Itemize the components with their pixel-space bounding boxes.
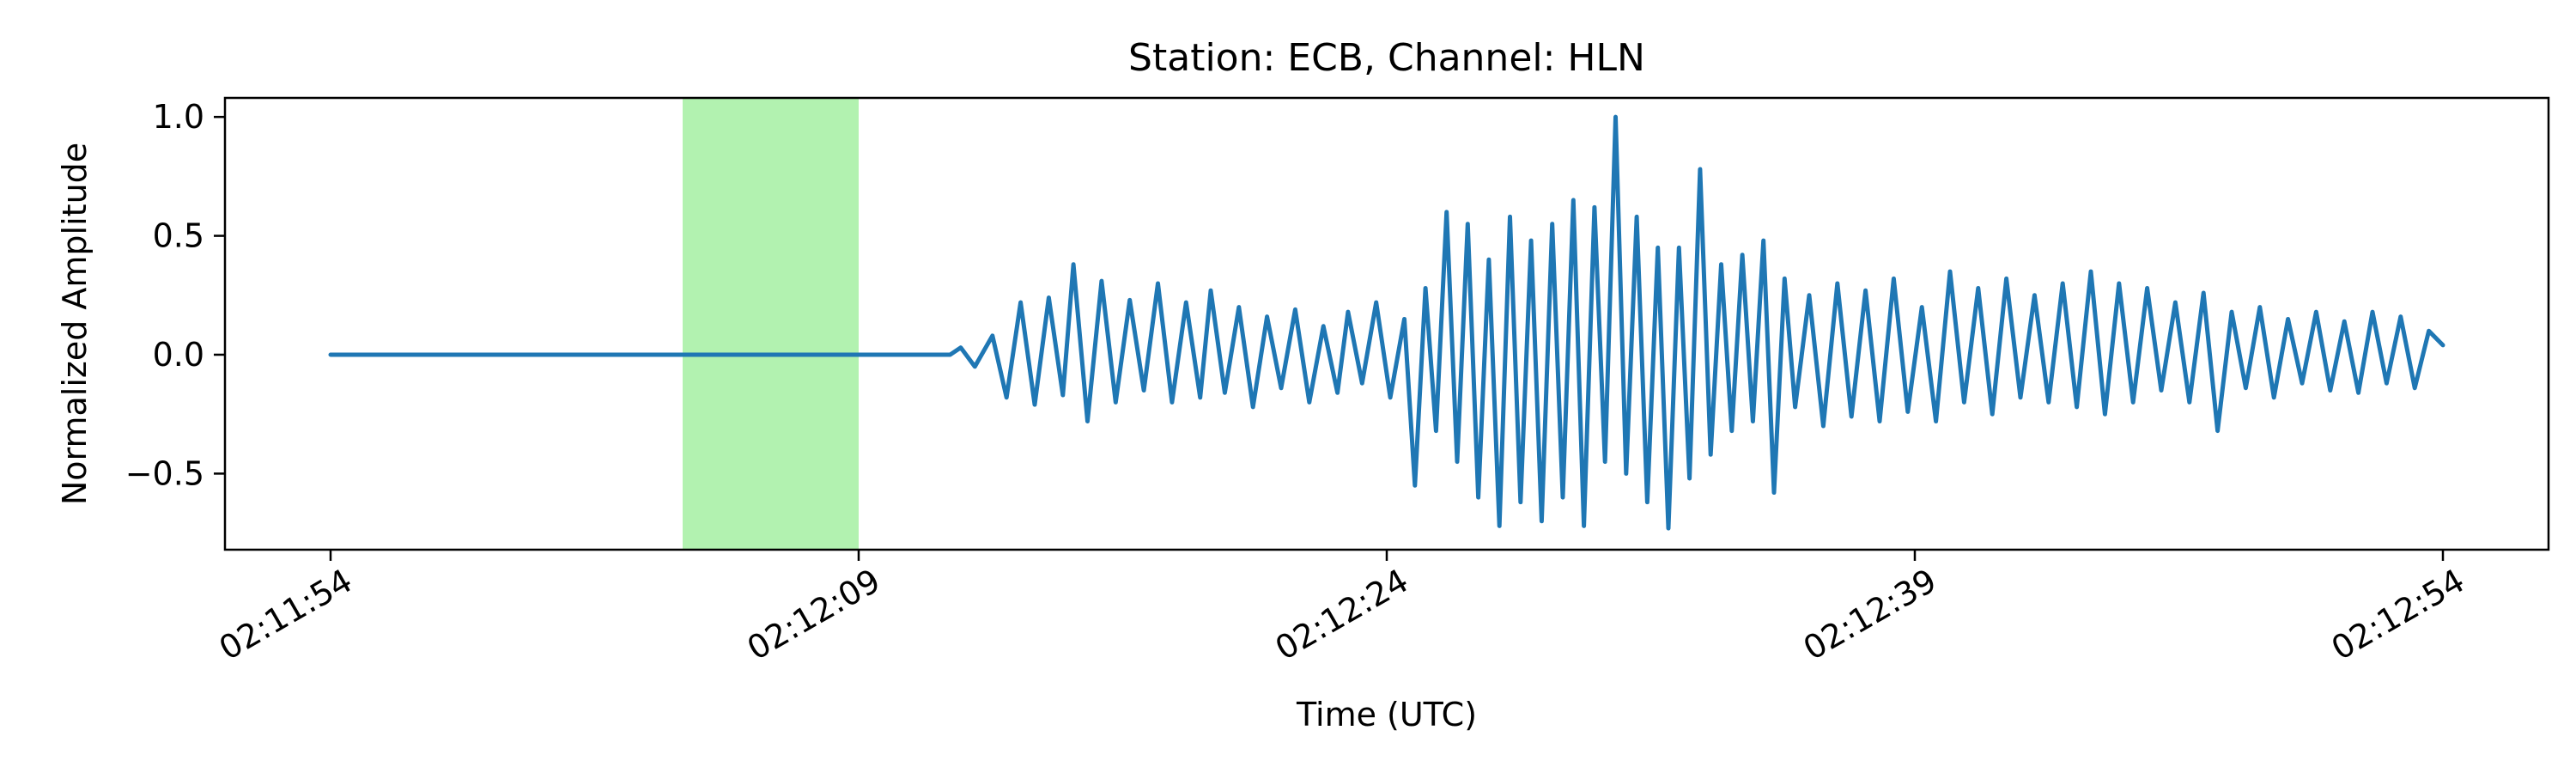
series-layer [328, 114, 2445, 531]
y-tick-label: 0.0 [153, 336, 204, 374]
y-tick-label: 1.0 [153, 98, 204, 136]
highlight-band [683, 98, 859, 550]
waveform-line [328, 114, 2445, 531]
y-tick-label: 0.5 [153, 217, 204, 255]
y-axis: −0.5 0.0 0.5 1.0 [125, 98, 225, 492]
y-tick-label: −0.5 [125, 454, 204, 492]
x-axis-label: Time (UTC) [1296, 696, 1477, 733]
highlight-layer [683, 98, 859, 550]
chart-title: Station: ECB, Channel: HLN [1128, 36, 1645, 80]
y-axis-label: Normalized Amplitude [56, 143, 94, 505]
